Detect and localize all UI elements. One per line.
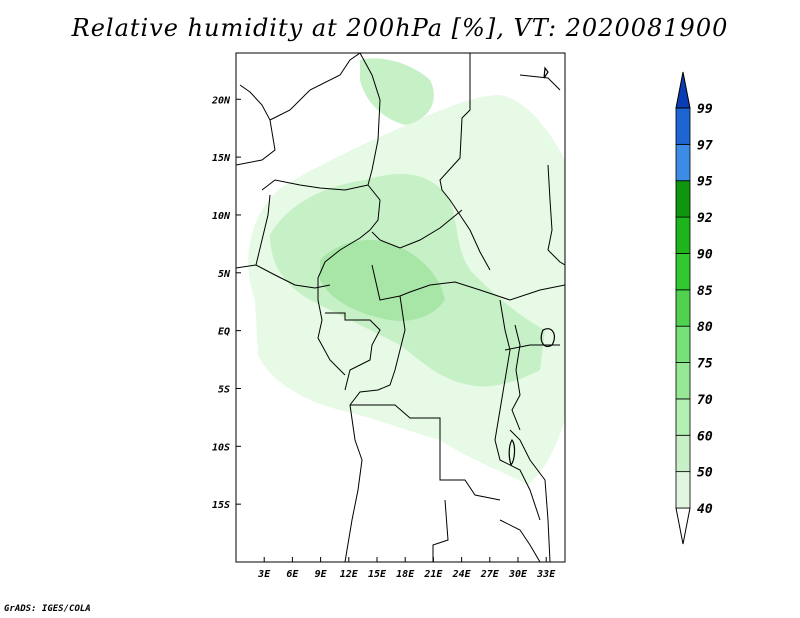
colorbar-segment	[675, 107, 691, 145]
lat-tick-label: 15N	[212, 153, 231, 164]
lat-tick-label: 20N	[211, 95, 231, 106]
map-frame	[235, 52, 566, 563]
humidity-region-light	[360, 58, 434, 125]
colorbar-segment	[675, 434, 691, 473]
colorbar-segment	[675, 471, 691, 509]
colorbar-label: 80	[697, 320, 713, 335]
lat-tick-label: 15S	[212, 500, 230, 511]
colorbar-label: 90	[697, 247, 713, 262]
humidity-region-dark	[320, 240, 445, 321]
lat-tick-label: 10N	[212, 211, 231, 222]
colorbar-segment	[675, 143, 691, 182]
grads-credit: GrADS: IGES/COLA	[4, 604, 91, 614]
colorbar: 40 50 60 70 75 80 85 90 92 95 97 99	[675, 71, 713, 545]
lon-tick-label: 24E	[452, 569, 472, 580]
colorbar-segment	[675, 253, 691, 291]
colorbar-label: 70	[697, 393, 713, 408]
colorbar-segment	[675, 398, 691, 436]
colorbar-segment	[675, 180, 691, 218]
longitude-axis: 3E 6E 9E 12E 15E 18E 21E 24E 27E 30E 33E	[257, 557, 556, 580]
colorbar-label: 60	[697, 429, 713, 444]
country-borders	[236, 53, 565, 562]
colorbar-upper-arrow	[675, 71, 691, 109]
lat-tick-label: 5N	[218, 269, 231, 280]
lat-tick-label: EQ	[218, 327, 230, 338]
colorbar-segment	[675, 362, 691, 400]
lon-tick-label: 6E	[286, 569, 299, 580]
colorbar-label: 92	[697, 211, 713, 226]
lon-tick-label: 21E	[423, 569, 443, 580]
colorbar-label: 50	[697, 466, 713, 481]
lat-tick-label: 10S	[212, 442, 230, 453]
map-title: Relative humidity at 200hPa [%], VT: 202…	[71, 14, 729, 42]
lake-outlines	[508, 66, 555, 467]
lon-tick-label: 27E	[480, 569, 500, 580]
colorbar-segment	[675, 289, 691, 327]
colorbar-segment	[675, 216, 691, 254]
lon-tick-label: 18E	[396, 569, 415, 580]
colorbar-label: 75	[697, 357, 713, 372]
colorbar-label: 99	[697, 102, 713, 117]
colorbar-label: 40	[697, 502, 713, 517]
colorbar-label: 95	[697, 175, 713, 190]
lon-tick-label: 33E	[536, 569, 556, 580]
lon-tick-label: 9E	[315, 569, 328, 580]
lon-tick-label: 15E	[368, 569, 387, 580]
colorbar-lower-arrow	[675, 507, 691, 545]
colorbar-segment	[675, 325, 691, 363]
lon-tick-label: 12E	[340, 569, 359, 580]
humidity-shading	[248, 58, 565, 485]
lon-tick-label: 3E	[257, 569, 271, 580]
latitude-axis: 20N 15N 10N 5N EQ 5S 10S 15S	[211, 95, 241, 511]
lat-tick-label: 5S	[218, 384, 230, 395]
colorbar-label: 85	[697, 284, 713, 299]
lon-tick-label: 30E	[508, 569, 528, 580]
colorbar-label: 97	[697, 138, 713, 153]
